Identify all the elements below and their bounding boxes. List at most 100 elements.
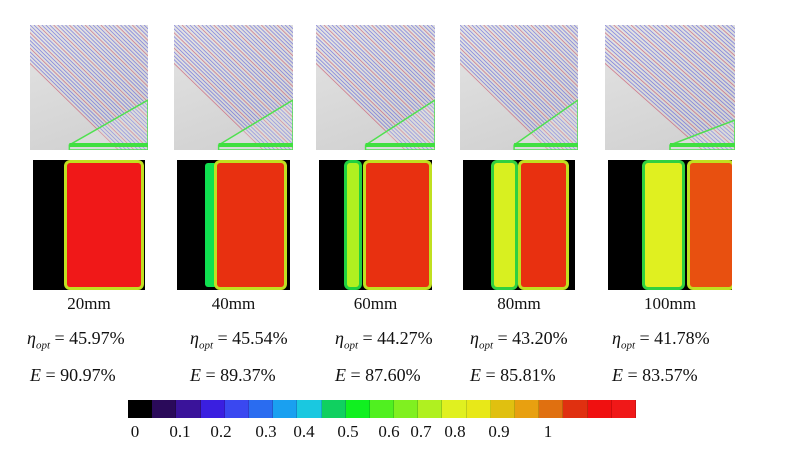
colorbar-tick: 0.1 bbox=[169, 422, 191, 441]
uniformity: E = 87.60% bbox=[335, 365, 421, 386]
colorbar-segment bbox=[442, 400, 467, 418]
eta-subscript: opt bbox=[620, 339, 635, 352]
irradiance-map bbox=[463, 160, 575, 290]
equals: = bbox=[623, 365, 643, 385]
irradiance-region bbox=[645, 163, 683, 287]
irradiance-region bbox=[689, 163, 732, 287]
colorbar-tick: 0.9 bbox=[488, 422, 510, 441]
colorbar-segment bbox=[539, 400, 564, 418]
irradiance-map bbox=[319, 160, 432, 290]
equals: = bbox=[50, 328, 70, 348]
irradiance-region bbox=[366, 163, 429, 287]
equals: = bbox=[358, 328, 378, 348]
equals: = bbox=[41, 365, 61, 385]
distance-label: 60mm bbox=[353, 294, 398, 313]
colorbar-tick: 0.7 bbox=[410, 422, 432, 441]
irradiance-region bbox=[205, 163, 217, 287]
colorbar-tick: 0.3 bbox=[255, 422, 277, 441]
eta-value: 45.97% bbox=[69, 328, 125, 348]
eta-symbol: η bbox=[27, 328, 36, 348]
colorbar-segment bbox=[563, 400, 588, 418]
colorbar-tick: 0 bbox=[130, 422, 140, 441]
e-value: 89.37% bbox=[220, 365, 276, 385]
distance-label: 20mm bbox=[67, 294, 111, 313]
irradiance-region bbox=[347, 163, 359, 287]
optical-efficiency: ηopt = 43.20% bbox=[470, 328, 568, 352]
uniformity: E = 90.97% bbox=[30, 365, 116, 386]
colorbar-segment bbox=[587, 400, 612, 418]
colorbar-segment bbox=[224, 400, 249, 418]
ray-trace-image bbox=[174, 25, 293, 150]
colorbar-tick: 0.8 bbox=[444, 422, 466, 441]
colorbar-tick: 0.5 bbox=[337, 422, 359, 441]
ray-trace-image bbox=[316, 25, 435, 150]
colorbar-segment bbox=[345, 400, 370, 418]
e-value: 90.97% bbox=[60, 365, 116, 385]
eta-subscript: opt bbox=[343, 339, 358, 352]
irradiance-map bbox=[608, 160, 732, 290]
eta-symbol: η bbox=[470, 328, 479, 348]
colorbar-tick: 0.2 bbox=[210, 422, 232, 441]
equals: = bbox=[201, 365, 221, 385]
eta-symbol: η bbox=[335, 328, 344, 348]
eta-symbol: η bbox=[190, 328, 199, 348]
optical-efficiency: ηopt = 41.78% bbox=[612, 328, 710, 352]
colorbar-segment bbox=[273, 400, 298, 418]
colorbar-segment bbox=[515, 400, 540, 418]
optical-efficiency: ηopt = 45.54% bbox=[190, 328, 288, 352]
e-symbol: E bbox=[335, 365, 346, 385]
colorbar-segment bbox=[321, 400, 346, 418]
colorbar bbox=[128, 400, 636, 418]
e-value: 87.60% bbox=[365, 365, 421, 385]
eta-subscript: opt bbox=[198, 339, 213, 352]
eta-value: 44.27% bbox=[377, 328, 433, 348]
optical-efficiency: ηopt = 44.27% bbox=[335, 328, 433, 352]
colorbar-segment bbox=[128, 400, 153, 418]
colorbar-segment bbox=[611, 400, 636, 418]
irradiance-region bbox=[521, 163, 567, 287]
distance-label: 80mm bbox=[497, 294, 541, 313]
colorbar-segment bbox=[490, 400, 515, 418]
uniformity: E = 83.57% bbox=[612, 365, 698, 386]
eta-subscript: opt bbox=[478, 339, 493, 352]
uniformity: E = 85.81% bbox=[470, 365, 556, 386]
eta-value: 43.20% bbox=[512, 328, 568, 348]
colorbar-segment bbox=[394, 400, 419, 418]
distance-label: 100mm bbox=[644, 294, 696, 313]
colorbar-tick: 0.4 bbox=[293, 422, 315, 441]
e-symbol: E bbox=[470, 365, 481, 385]
equals: = bbox=[635, 328, 655, 348]
distance-label: 40mm bbox=[211, 294, 256, 313]
colorbar-tick: 0.6 bbox=[378, 422, 400, 441]
equals: = bbox=[493, 328, 513, 348]
equals: = bbox=[346, 365, 366, 385]
irradiance-region bbox=[216, 163, 285, 287]
colorbar-segment bbox=[152, 400, 177, 418]
colorbar-tick: 1 bbox=[543, 422, 553, 441]
colorbar-segment bbox=[200, 400, 225, 418]
e-symbol: E bbox=[612, 365, 623, 385]
colorbar-segment bbox=[418, 400, 443, 418]
ray-trace-image bbox=[30, 25, 148, 150]
colorbar-segment bbox=[248, 400, 274, 418]
eta-symbol: η bbox=[612, 328, 621, 348]
ray-trace-image bbox=[460, 25, 578, 150]
e-value: 83.57% bbox=[642, 365, 698, 385]
irradiance-region bbox=[494, 163, 515, 287]
equals: = bbox=[213, 328, 233, 348]
optical-efficiency: ηopt = 45.97% bbox=[27, 328, 125, 352]
eta-subscript: opt bbox=[35, 339, 50, 352]
colorbar-segment bbox=[466, 400, 491, 418]
colorbar-segment bbox=[297, 400, 322, 418]
eta-value: 41.78% bbox=[654, 328, 710, 348]
irradiance-region bbox=[66, 163, 141, 287]
irradiance-map bbox=[177, 160, 290, 290]
colorbar-segment bbox=[369, 400, 395, 418]
ray-trace-image bbox=[605, 25, 735, 150]
uniformity: E = 89.37% bbox=[190, 365, 276, 386]
e-symbol: E bbox=[30, 365, 41, 385]
equals: = bbox=[481, 365, 501, 385]
e-value: 85.81% bbox=[500, 365, 556, 385]
eta-value: 45.54% bbox=[232, 328, 288, 348]
